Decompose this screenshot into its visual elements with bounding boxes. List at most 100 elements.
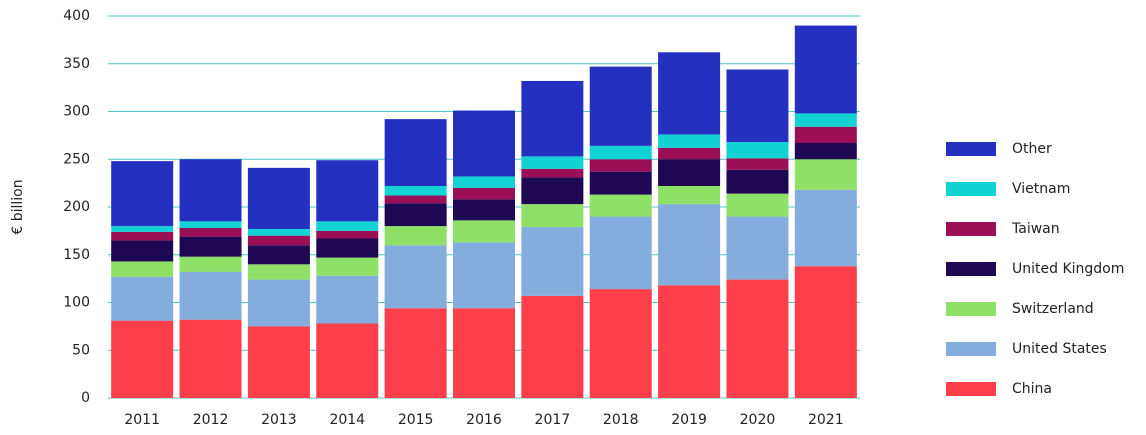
legend-swatch	[946, 342, 996, 356]
bar-segment	[521, 295, 584, 398]
bar-segment	[794, 143, 857, 160]
bar-segment	[521, 204, 584, 228]
bar-segment	[521, 227, 584, 296]
bar-segment	[726, 193, 789, 217]
x-tick-label: 2016	[466, 412, 502, 428]
bar-segment	[589, 145, 652, 160]
bar-segment	[111, 320, 174, 398]
y-tick-label: 300	[63, 104, 90, 120]
bar-segment	[794, 126, 857, 144]
bar-segment	[794, 266, 857, 398]
bar-segment	[247, 264, 310, 280]
x-tick-label: 2020	[740, 412, 776, 428]
bar-segment	[316, 275, 379, 324]
legend-label: United States	[1012, 341, 1107, 357]
bar-segment	[247, 279, 310, 327]
bar-segment	[589, 216, 652, 290]
bar-segment	[179, 319, 242, 398]
x-tick-label: 2011	[124, 412, 160, 428]
bar-segment	[794, 159, 857, 190]
legend-swatch	[946, 142, 996, 156]
y-tick-label: 250	[63, 151, 90, 167]
bar-segment	[658, 159, 721, 186]
x-tick-label: 2019	[671, 412, 707, 428]
bar-segment	[453, 220, 515, 243]
bar-segment	[658, 285, 721, 398]
y-tick-label: 350	[63, 56, 90, 72]
y-tick-label: 50	[72, 342, 90, 358]
bar-segment	[589, 171, 652, 195]
bar-segment	[316, 160, 379, 222]
bar-segment	[179, 228, 242, 237]
bar-segment	[111, 240, 174, 262]
bar-segment	[316, 323, 379, 398]
bar-segment	[794, 189, 857, 267]
bar-segment	[316, 230, 379, 239]
x-tick-label: 2014	[329, 412, 365, 428]
y-tick-label: 400	[63, 8, 90, 24]
legend-label: United Kingdom	[1012, 261, 1124, 277]
bar-segment	[111, 161, 174, 227]
bar-segment	[384, 308, 447, 398]
bar-segment	[726, 69, 789, 143]
bar-segment	[589, 289, 652, 398]
bar-segment	[658, 134, 721, 148]
bar-segment	[726, 216, 789, 280]
legend-label: Taiwan	[1011, 221, 1060, 237]
bar-segment	[794, 113, 857, 127]
bar-segment	[384, 245, 447, 309]
bar-segment	[726, 169, 789, 194]
bar-segment	[453, 110, 515, 177]
bar-segment	[111, 226, 174, 232]
bar-segment	[316, 238, 379, 258]
legend-swatch	[946, 182, 996, 196]
bar-segment	[794, 25, 857, 114]
legend-label: Switzerland	[1012, 301, 1094, 317]
legend-swatch	[946, 222, 996, 236]
bar-segment	[111, 276, 174, 321]
bar-segment	[521, 156, 584, 169]
legend-label: Other	[1012, 141, 1052, 157]
y-tick-label: 200	[63, 199, 90, 215]
bar-segment	[453, 187, 515, 200]
bar-segment	[247, 167, 310, 229]
bar-segment	[247, 235, 310, 246]
x-tick-label: 2017	[535, 412, 571, 428]
bar-segment	[521, 177, 584, 205]
bar-segment	[179, 221, 242, 229]
bar-segment	[384, 203, 447, 227]
bar-segment	[179, 256, 242, 272]
bar-segment	[247, 245, 310, 265]
bar-segment	[111, 231, 174, 241]
bar-segment	[453, 176, 515, 188]
bar-segment	[453, 308, 515, 398]
bar-segment	[453, 199, 515, 221]
bar-segment	[658, 147, 721, 160]
x-tick-label: 2015	[398, 412, 434, 428]
legend-swatch	[946, 382, 996, 396]
bar-segment	[726, 279, 789, 398]
bar-segment	[316, 257, 379, 276]
bar-segment	[111, 261, 174, 277]
legend-label: Vietnam	[1012, 181, 1070, 197]
bar-segment	[658, 204, 721, 286]
bar-segment	[658, 52, 721, 135]
legend-swatch	[946, 302, 996, 316]
bar-segment	[247, 228, 310, 236]
x-tick-label: 2012	[193, 412, 229, 428]
x-tick-label: 2018	[603, 412, 639, 428]
y-tick-label: 150	[63, 247, 90, 263]
legend-label: China	[1012, 381, 1052, 397]
bar-segment	[658, 185, 721, 205]
bar-segment	[521, 80, 584, 157]
bar-segment	[316, 221, 379, 231]
bar-segment	[589, 159, 652, 172]
bar-segment	[247, 326, 310, 398]
y-tick-label: 100	[63, 295, 90, 311]
x-tick-label: 2021	[808, 412, 844, 428]
bar-segment	[589, 66, 652, 146]
bar-segment	[453, 242, 515, 309]
bar-segment	[384, 119, 447, 186]
bar-segment	[589, 194, 652, 217]
